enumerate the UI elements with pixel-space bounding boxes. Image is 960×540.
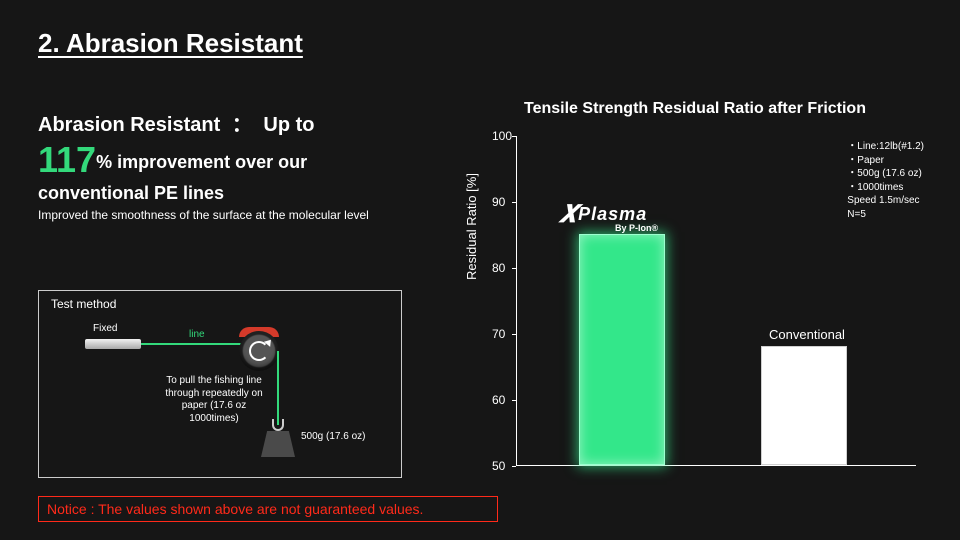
ytick-label: 80 [492,261,505,275]
big-rest: % improvement over our [96,152,307,172]
line-vertical [277,351,279,425]
fixed-label: Fixed [93,323,117,334]
chart-area: Tensile Strength Residual Ratio after Fr… [460,100,930,480]
pull-description: To pull the fishing line through repeate… [159,375,269,425]
headline-upto: Up to [263,114,314,136]
weight-label: 500g (17.6 oz) [301,431,366,443]
line-horizontal [141,343,253,345]
bar-conventional [761,346,847,465]
headline-sep: ： [232,114,252,136]
headline-block: Abrasion Resistant ： Up to 117% improvem… [38,108,418,224]
ytick-label: 60 [492,393,505,407]
fixed-bar-icon [85,339,141,349]
line-label: line [189,329,205,340]
ytick-mark [512,466,516,467]
ytick-label: 90 [492,195,505,209]
big-number: 117 [38,139,96,180]
test-method-title: Test method [51,297,116,311]
chart-ylabel: Residual Ratio [%] [464,173,479,280]
headline-row3: conventional PE lines [38,183,418,204]
bar-xplasma [579,234,665,465]
chart-title: Tensile Strength Residual Ratio after Fr… [460,100,930,118]
headline-label: Abrasion Resistant [38,114,220,136]
ytick-label: 70 [492,327,505,341]
bar-label-conventional: Conventional [747,327,867,342]
ytick-label: 50 [492,459,505,473]
headline-row2: 117% improvement over our [38,139,418,181]
section-title: 2. Abrasion Resistant [38,28,303,59]
chart-plot: 𝑿Plasma By P-Ion® Conventional [516,136,916,466]
notice-box: Notice : The values shown above are not … [38,496,498,522]
headline-subtext: Improved the smoothness of the surface a… [38,208,418,224]
weight-icon [261,431,295,457]
xplasma-logo-sub: By P-Ion® [615,223,658,233]
headline-row1: Abrasion Resistant ： Up to [38,108,418,137]
hook-icon [272,419,284,431]
ytick-label: 100 [492,129,512,143]
test-method-box: Test method Fixed line 500g (17.6 oz) To… [38,290,402,478]
